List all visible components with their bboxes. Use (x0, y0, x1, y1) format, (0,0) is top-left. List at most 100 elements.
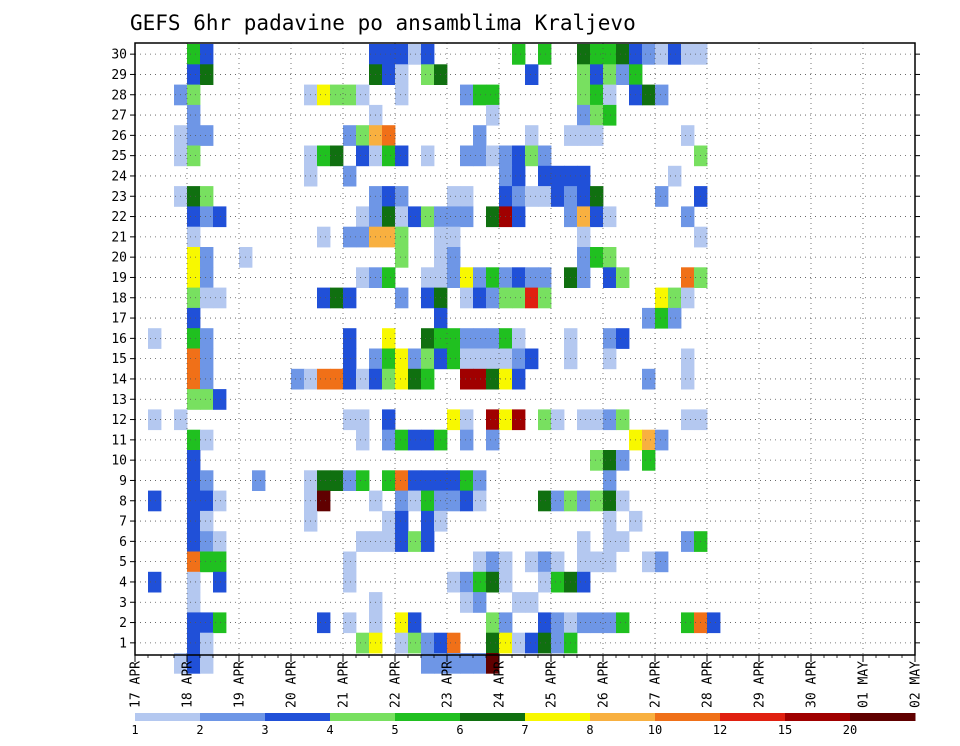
heatmap-cell (174, 653, 188, 674)
heatmap-cell (343, 226, 357, 248)
heatmap-cell (187, 490, 201, 512)
heatmap-cell (590, 44, 604, 65)
heatmap-cell (616, 531, 630, 552)
y-tick-label: 28 (111, 88, 127, 103)
heatmap-cell (486, 571, 500, 593)
heatmap-cell (356, 531, 370, 552)
heatmap-cell (577, 226, 591, 248)
heatmap-cell (421, 653, 435, 674)
heatmap-cell (317, 145, 331, 167)
heatmap-cell (486, 206, 500, 228)
heatmap-cell (681, 267, 695, 288)
heatmap-cell (200, 551, 214, 573)
heatmap-cell (382, 429, 396, 451)
heatmap-cell (200, 44, 214, 65)
heatmap-cell (187, 653, 201, 674)
heatmap-cell (447, 206, 461, 228)
heatmap-cell (343, 368, 357, 390)
heatmap-cell (603, 348, 617, 370)
x-tick-label: 21 APR (337, 661, 352, 708)
y-tick-label: 18 (111, 291, 127, 306)
heatmap-cell (655, 186, 669, 207)
heatmap-cell (603, 450, 617, 471)
heatmap-cell (577, 64, 591, 85)
heatmap-cell (590, 64, 604, 85)
heatmap-cell (187, 551, 201, 573)
heatmap-cell (642, 44, 656, 65)
heatmap-cell (460, 490, 474, 512)
x-tick-label: 29 APR (753, 661, 768, 708)
heatmap-cell (408, 531, 422, 552)
heatmap-cell (642, 84, 656, 106)
heatmap-cell (590, 206, 604, 228)
colorbar-swatch (135, 713, 201, 721)
heatmap-cell (577, 531, 591, 552)
heatmap-cell (577, 612, 591, 634)
colorbar-label: 10 (648, 723, 662, 737)
heatmap-cell (668, 287, 682, 309)
heatmap-cell (577, 186, 591, 207)
heatmap-cell (603, 531, 617, 552)
y-tick-label: 26 (111, 129, 127, 144)
x-tick-label: 01 MAY (857, 661, 872, 708)
heatmap-cell (603, 44, 617, 65)
heatmap-cell (473, 571, 487, 593)
heatmap-cell (603, 551, 617, 573)
heatmap-cell (681, 287, 695, 309)
heatmap-cell (252, 470, 266, 491)
heatmap-cell (590, 84, 604, 106)
heatmap-cell (538, 409, 552, 431)
heatmap-cell (408, 490, 422, 512)
heatmap-cell (551, 186, 565, 207)
heatmap-cell (603, 64, 617, 85)
heatmap-cell (421, 531, 435, 552)
heatmap-cell (382, 186, 396, 207)
x-tick-label: 30 APR (805, 661, 820, 708)
x-tick-label: 28 APR (701, 661, 716, 708)
heatmap-cell (395, 348, 409, 370)
heatmap-cell (616, 64, 630, 85)
heatmap-cell (525, 551, 539, 573)
heatmap-cell (187, 612, 201, 634)
x-tick-label: 26 APR (597, 661, 612, 708)
heatmap-cell (642, 307, 656, 329)
y-tick-label: 5 (119, 555, 127, 570)
y-tick-label: 16 (111, 332, 127, 347)
heatmap-cell (577, 125, 591, 146)
heatmap-cell (213, 571, 227, 593)
heatmap-cell (486, 429, 500, 451)
heatmap-cell (590, 247, 604, 268)
colorbar-swatch (200, 713, 266, 721)
heatmap-cell (460, 571, 474, 593)
heatmap-cell (642, 429, 656, 451)
heatmap-cell (382, 145, 396, 167)
heatmap-cell (577, 267, 591, 288)
heatmap-cell (356, 125, 370, 146)
heatmap-cell (603, 490, 617, 512)
heatmap-cell (421, 145, 435, 167)
heatmap-cell (200, 612, 214, 634)
heatmap-cell (616, 267, 630, 288)
heatmap-cell (317, 368, 331, 390)
heatmap-cell (538, 287, 552, 309)
heatmap-cell (382, 368, 396, 390)
heatmap-cell (655, 44, 669, 65)
heatmap-cell (538, 632, 552, 654)
heatmap-cell (473, 328, 487, 349)
heatmap-cell (512, 267, 526, 288)
heatmap-cell (343, 348, 357, 370)
heatmap-cell (512, 287, 526, 309)
heatmap-cell (603, 247, 617, 268)
heatmap-cell (655, 551, 669, 573)
heatmap-cell (486, 267, 500, 288)
heatmap-cell (460, 206, 474, 228)
x-tick-label: 19 APR (233, 661, 248, 708)
colorbar-swatch (395, 713, 461, 721)
heatmap-cell (148, 571, 162, 593)
heatmap-cell (200, 531, 214, 552)
heatmap-cell (551, 612, 565, 634)
colorbar-label: 7 (521, 723, 528, 737)
heatmap-cell (187, 592, 201, 613)
heatmap-cell (356, 206, 370, 228)
heatmap-cell (681, 368, 695, 390)
